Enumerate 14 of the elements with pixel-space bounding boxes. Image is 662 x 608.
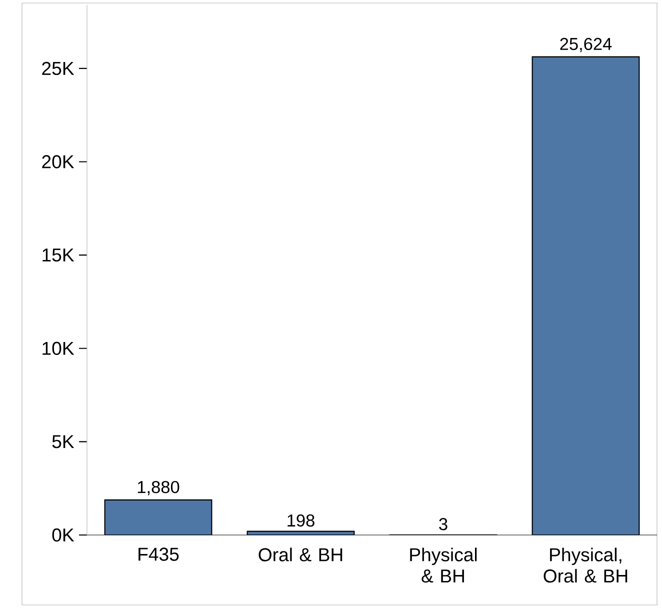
y-tick-label: 5K <box>52 435 74 448</box>
y-tick-label: 0K <box>52 528 74 542</box>
y-tick-label: 10K <box>42 342 74 355</box>
x-tick-label: Physical, Oral & BH <box>544 548 628 583</box>
y-tick-label: 25K <box>42 62 74 76</box>
data-label: 25,624 <box>560 38 612 52</box>
y-tick-label: 15K <box>42 248 74 262</box>
x-tick-label: F435 <box>138 548 179 561</box>
x-tick-label: Oral & BH <box>258 548 342 562</box>
x-tick-label: Physical & BH <box>410 548 477 583</box>
data-label: 1,880 <box>138 480 180 496</box>
y-tick-label: 20K <box>42 155 74 168</box>
data-label: 198 <box>288 514 314 527</box>
data-label: 3 <box>439 518 448 530</box>
